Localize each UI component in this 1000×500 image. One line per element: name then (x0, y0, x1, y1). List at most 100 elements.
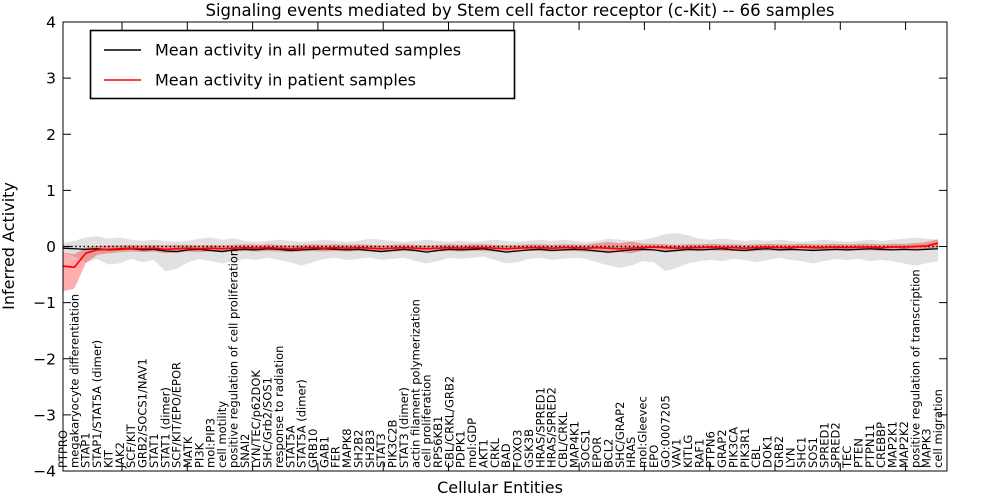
x-category-label: CREBBP (874, 422, 888, 468)
x-category-label: SCF/KIT (124, 423, 138, 468)
x-category-label: GAB1 (317, 436, 331, 468)
x-category-label: AKT1 (476, 439, 490, 468)
x-category-label: SHC/GRAP2 (613, 402, 627, 468)
x-category-label: SH2B3 (363, 430, 377, 468)
x-category-label: EPO (647, 445, 661, 468)
x-category-label: megakaryocyte differentiation (67, 294, 81, 468)
patient-mean-line (62, 242, 939, 269)
x-category-label: SPRED2 (829, 422, 843, 468)
x-category-label: FER (329, 446, 343, 468)
tick-marks: 4 3 2 1 0 −1 −2 −3 −4 (33, 14, 947, 481)
x-category-label: TEC (840, 446, 854, 469)
y-tick-label: −3 (33, 406, 56, 424)
y-tick-label: 4 (46, 14, 56, 32)
x-category-label: mol:Gleevec (636, 396, 650, 468)
x-category-label: KITLG (681, 435, 695, 468)
x-category-label: mol:GDP (465, 418, 479, 468)
x-category-label: FOXO3 (511, 430, 525, 468)
y-tick-label: −1 (33, 294, 56, 312)
x-category-label: SH2B2 (351, 430, 365, 468)
x-category-label: GRAP2 (715, 429, 729, 468)
y-tick-label: −2 (33, 350, 56, 368)
x-category-label: PIK3R1 (738, 428, 752, 469)
x-category-label: EPOR (590, 437, 604, 468)
y-tick-label: 2 (46, 126, 56, 144)
x-category-label: BAD (499, 443, 513, 468)
x-category-label: SCF/KIT/EPO/EPOR (170, 362, 184, 468)
x-category-label: RAF1 (692, 439, 706, 468)
permuted-band (63, 233, 938, 272)
x-category-label: MAPK8 (340, 428, 354, 468)
x-category-label: SOS1 (806, 437, 820, 468)
x-category-label: MAPK3 (920, 428, 934, 468)
x-category-label: RPS6KB1 (431, 416, 445, 468)
x-category-label: cell proliferation (420, 374, 434, 468)
x-category-label: STAT1 (dimer) (158, 387, 172, 468)
x-category-label: GSK3B (522, 429, 536, 468)
x-category-label: BCL2 (601, 439, 615, 468)
x-category-label: HRAS (624, 437, 638, 468)
x-category-label: SHC/Grb2/SOS1 (261, 377, 275, 468)
x-category-label: cell migration (931, 389, 945, 468)
x-category-label: SPRED1 (817, 422, 831, 468)
x-category-label: positive regulation of cell proliferatio… (226, 249, 240, 468)
x-category-label: DOK1 (761, 435, 775, 468)
x-category-label: GRB2 (772, 436, 786, 468)
permuted-mean-line (62, 247, 939, 253)
x-category-label: STAT1 (147, 433, 161, 468)
x-category-label: CRKL (488, 437, 502, 468)
x-category-label: PIK3C2B (386, 419, 400, 468)
x-category-label: VAV1 (670, 439, 684, 468)
y-tick-label: 3 (46, 70, 56, 88)
legend-label-patient: Mean activity in patient samples (155, 71, 416, 90)
x-category-label: STAP1/STAT5A (dimer) (90, 340, 104, 468)
x-category-label: SHC1 (795, 437, 809, 468)
x-category-label: STAT5A (dimer) (295, 379, 309, 468)
x-category-label: HRAS/SPRED1 (533, 387, 547, 468)
x-category-label: positive regulation of transcription (908, 269, 922, 468)
x-category-label: KIT (101, 449, 115, 468)
legend: Mean activity in all permuted samples Me… (89, 29, 516, 100)
x-category-label: MATK (181, 436, 195, 468)
x-category-label: actin filament polymerization (408, 299, 422, 468)
x-category-label: STAT3 (374, 433, 388, 468)
x-category-label: GO:0007205 (658, 395, 672, 468)
x-category-label: MAP2K1 (886, 421, 900, 468)
y-tick-label: 0 (46, 238, 56, 256)
y-axis-label: Inferred Activity (0, 182, 18, 310)
x-category-label: STAT5A (283, 425, 297, 468)
x-category-label: LYN/TEC/p62DOK (249, 370, 263, 468)
y-tick-label: 1 (46, 182, 56, 200)
x-category-label: CBL/CRKL/GRB2 (442, 376, 456, 468)
x-category-label: PTEN (851, 438, 865, 468)
chart-title: Signaling events mediated by Stem cell f… (206, 1, 835, 20)
x-axis-label: Cellular Entities (437, 478, 563, 497)
x-category-label: HRAS/SPRED2 (545, 387, 559, 468)
x-category-label: STAP1 (79, 432, 93, 468)
y-tick-label: −4 (33, 463, 56, 481)
patient-band (63, 239, 938, 292)
x-category-label: JAK2 (113, 442, 127, 469)
x-category-label: GRB10 (306, 429, 320, 468)
x-category-label: SOCS1 (579, 429, 593, 468)
x-category-label: cell motility (215, 401, 229, 468)
x-category-label: PTPN6 (704, 431, 718, 468)
x-category-label: GRB2/SOCS1/NAV1 (136, 358, 150, 468)
x-category-label: CBL/CRKL (556, 411, 570, 468)
x-category-label: mol:PIP3 (204, 418, 218, 468)
x-category-label: PI3K (192, 442, 206, 468)
x-category-label: PDPK1 (454, 430, 468, 468)
x-category-label: LYN (783, 447, 797, 468)
x-category-label: PIK3CA (726, 427, 740, 468)
legend-label-permuted: Mean activity in all permuted samples (155, 41, 461, 60)
x-category-label: MAP2K2 (897, 421, 911, 468)
x-category-label: response to radiation (272, 346, 286, 468)
x-category-label: MAP4K1 (567, 421, 581, 468)
x-category-label: STAT3 (dimer) (397, 387, 411, 468)
legend-box (89, 29, 516, 100)
x-category-label: PTPN11 (863, 424, 877, 468)
x-category-label: CBL (749, 445, 763, 468)
